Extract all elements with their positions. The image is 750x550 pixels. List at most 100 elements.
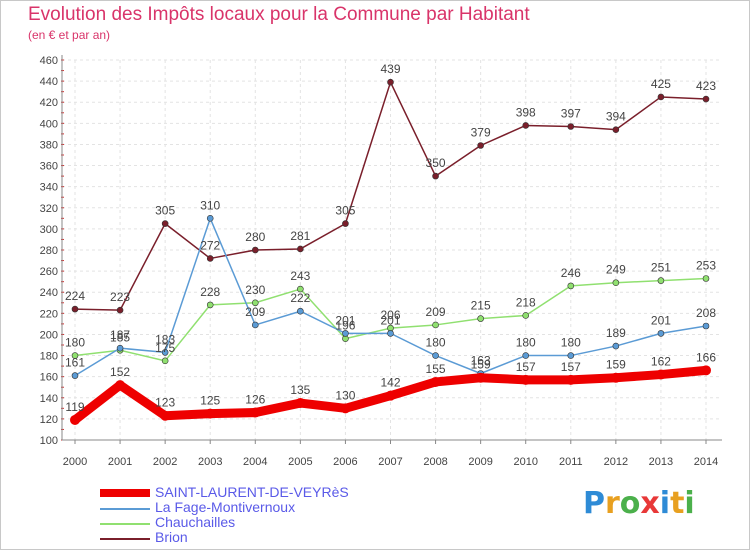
data-point-1-12 — [612, 342, 620, 350]
data-point-1-13 — [657, 330, 665, 337]
legend-item-3: Brion — [100, 529, 500, 546]
data-point-2-2 — [161, 357, 169, 365]
data-point-3-3 — [206, 255, 214, 262]
data-point-3-6 — [342, 220, 349, 227]
data-point-0-5 — [295, 398, 306, 409]
data-point-1-4 — [251, 321, 259, 329]
data-label-1-11: 180 — [561, 336, 581, 350]
y-tick-label-15: 400 — [40, 118, 58, 130]
data-label-3-1: 223 — [110, 290, 130, 304]
data-label-1-12: 189 — [606, 326, 626, 340]
data-point-1-8 — [432, 352, 439, 359]
data-point-0-2 — [160, 410, 171, 421]
data-point-1-5 — [297, 307, 304, 315]
data-label-1-3: 310 — [200, 198, 220, 212]
y-tick-label-0: 100 — [40, 435, 58, 447]
legend-item-1: La Fage-Montivernoux — [100, 499, 500, 516]
legend-swatch-2 — [100, 523, 150, 525]
data-label-2-12: 249 — [606, 263, 626, 277]
legend-item-2: Chauchailles — [100, 514, 500, 531]
data-label-2-6: 196 — [335, 319, 355, 333]
data-point-1-0 — [71, 372, 79, 379]
data-point-2-3 — [206, 301, 214, 309]
y-tick-label-2: 140 — [40, 393, 58, 405]
y-tick-label-14: 380 — [40, 139, 58, 151]
data-label-1-7: 201 — [380, 313, 400, 327]
legend-label-0: SAINT-LAURENT-DE-VEYRèS — [155, 484, 349, 500]
data-point-2-10 — [522, 312, 530, 319]
data-point-3-8 — [432, 172, 439, 180]
x-tick-label-13: 2013 — [649, 456, 673, 468]
data-point-3-10 — [522, 122, 530, 129]
x-tick-label-7: 2007 — [378, 456, 402, 468]
x-tick-label-1: 2001 — [108, 456, 132, 468]
data-point-3-11 — [567, 123, 575, 130]
data-label-0-3: 125 — [200, 394, 220, 408]
data-label-1-0: 161 — [65, 356, 85, 370]
data-point-0-11 — [565, 374, 576, 385]
data-label-0-5: 135 — [290, 383, 310, 397]
y-tick-label-9: 280 — [40, 245, 58, 257]
data-label-1-5: 222 — [290, 291, 310, 305]
data-point-1-10 — [522, 352, 530, 359]
data-label-0-11: 157 — [561, 360, 581, 374]
data-label-0-12: 159 — [606, 358, 626, 372]
data-point-1-6 — [342, 330, 349, 337]
data-point-1-1 — [116, 344, 124, 352]
y-tick-label-3: 160 — [40, 372, 58, 384]
data-point-2-9 — [477, 315, 484, 322]
x-tick-label-9: 2009 — [468, 456, 492, 468]
data-point-2-11 — [567, 282, 575, 290]
data-label-3-5: 281 — [290, 229, 310, 243]
data-label-1-10: 180 — [516, 336, 536, 350]
data-point-0-8 — [430, 376, 441, 387]
data-point-1-7 — [387, 330, 394, 337]
data-label-2-1: 185 — [110, 330, 130, 344]
data-point-3-4 — [251, 246, 259, 254]
data-point-3-0 — [71, 305, 79, 313]
data-point-2-4 — [251, 299, 259, 307]
data-point-0-0 — [70, 414, 80, 425]
y-tick-label-1: 120 — [40, 414, 58, 426]
data-label-1-14: 208 — [696, 306, 716, 320]
data-point-0-3 — [205, 408, 216, 419]
y-tick-label-16: 420 — [40, 97, 58, 109]
data-label-3-0: 224 — [65, 289, 85, 303]
x-tick-label-11: 2011 — [559, 456, 583, 468]
y-tick-label-4: 180 — [40, 351, 58, 363]
legend-swatch-1 — [100, 508, 150, 510]
data-point-1-11 — [567, 352, 575, 359]
y-tick-label-5: 200 — [40, 329, 58, 341]
data-point-0-14 — [701, 365, 711, 376]
data-label-1-9: 163 — [471, 354, 491, 368]
legend-label-3: Brion — [155, 529, 188, 545]
y-tick-label-11: 320 — [40, 203, 58, 215]
data-label-0-6: 130 — [335, 388, 355, 402]
data-point-0-6 — [340, 403, 351, 414]
data-point-3-12 — [612, 126, 620, 133]
legend-swatch-3 — [100, 538, 150, 540]
data-label-3-3: 272 — [200, 238, 220, 252]
x-tick-label-5: 2005 — [288, 456, 312, 468]
data-label-3-4: 280 — [245, 230, 265, 244]
data-point-2-14 — [702, 275, 710, 282]
data-point-3-13 — [657, 93, 665, 101]
y-tick-label-17: 440 — [40, 76, 58, 88]
axes: 100 120 140 160 180 200 220 240 260 280 300 320 340 3… — [40, 55, 722, 468]
data-label-2-0: 180 — [65, 336, 85, 350]
data-label-1-2: 183 — [155, 332, 175, 346]
data-point-0-9 — [475, 372, 486, 383]
x-tick-label-4: 2004 — [243, 456, 267, 468]
data-label-2-7: 206 — [380, 308, 400, 322]
data-point-3-9 — [477, 142, 484, 149]
x-tick-label-10: 2010 — [513, 456, 537, 468]
x-tick-label-2: 2002 — [153, 456, 177, 468]
data-label-2-2: 175 — [155, 341, 175, 355]
data-label-1-13: 201 — [651, 313, 671, 327]
data-label-2-5: 243 — [290, 269, 310, 283]
data-label-2-8: 209 — [426, 305, 446, 319]
data-label-3-10: 398 — [516, 105, 536, 119]
data-label-2-10: 218 — [516, 295, 536, 309]
chart-subtitle: (en € et par an) — [28, 28, 111, 42]
